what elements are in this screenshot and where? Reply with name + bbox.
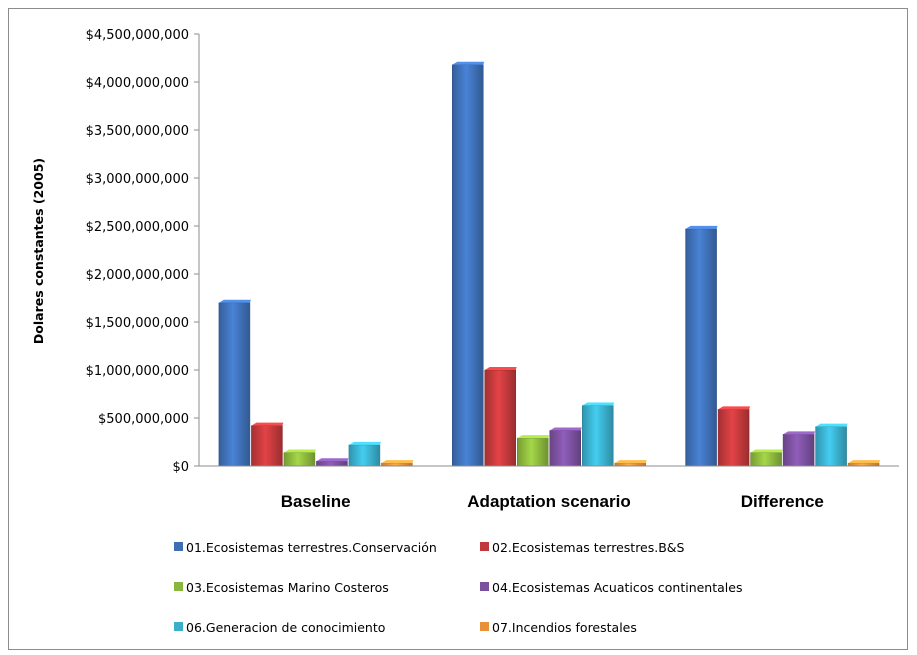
bar — [348, 441, 381, 467]
legend-item: 06.Generacion de conocimiento — [174, 620, 385, 635]
y-tick-label: $2,500,000,000 — [86, 220, 189, 235]
bar — [750, 449, 783, 467]
bar-top — [283, 449, 316, 453]
bar-face — [815, 426, 847, 467]
bar — [582, 402, 615, 467]
x-category-label: Baseline — [281, 492, 351, 511]
bar-top — [348, 441, 381, 445]
legend-swatch — [480, 622, 489, 631]
y-axis: $0 $500,000,000 $1,000,000,000 $1,500,000,0… — [86, 28, 200, 475]
chart-frame: $0 $500,000,000 $1,000,000,000 $1,500,000,0… — [8, 8, 908, 650]
bar-face — [582, 405, 614, 467]
y-tick-label: $500,000,000 — [98, 412, 189, 427]
bar — [782, 431, 816, 467]
legend-swatch — [174, 622, 183, 631]
bar — [685, 225, 718, 467]
bar — [316, 458, 349, 467]
legend-item: 03.Ecosistemas Marino Costeros — [174, 580, 389, 595]
bar-face — [484, 369, 516, 467]
bars — [218, 61, 881, 467]
bar-top — [614, 460, 647, 464]
bar — [717, 406, 751, 467]
bar-face — [685, 228, 717, 467]
bar — [815, 423, 848, 467]
legend-label: 03.Ecosistemas Marino Costeros — [186, 580, 389, 595]
legend-item: 04.Ecosistemas Acuaticos continentales — [480, 580, 742, 595]
bar-top — [218, 299, 251, 303]
bar-face — [218, 302, 251, 467]
legend-swatch — [174, 542, 183, 551]
y-tick-label: $0 — [172, 460, 189, 475]
bar-face — [452, 64, 484, 467]
bar-top — [549, 427, 582, 431]
bar — [517, 435, 550, 467]
bar — [614, 460, 647, 467]
bar — [381, 460, 414, 467]
bar — [251, 422, 284, 467]
y-tick-label: $1,500,000,000 — [86, 316, 189, 331]
legend-swatch — [480, 582, 489, 591]
bar-top — [517, 435, 550, 439]
legend-label: 04.Ecosistemas Acuaticos continentales — [492, 580, 742, 595]
y-tick-label: $1,000,000,000 — [86, 364, 189, 379]
bar-top — [718, 406, 751, 410]
bar — [452, 61, 485, 467]
bar-face — [283, 452, 316, 467]
bar-top — [452, 61, 485, 65]
bar-top — [381, 460, 414, 464]
bar-face — [549, 430, 581, 467]
legend-label: 01.Ecosistemas terrestres.Conservación — [186, 540, 437, 555]
legend-item: 07.Incendios forestales — [480, 620, 637, 635]
bar-top — [484, 367, 517, 370]
x-axis: Baseline Adaptation scenario Difference — [199, 465, 899, 511]
y-tick-label: $2,000,000,000 — [86, 268, 189, 283]
legend-label: 06.Generacion de conocimiento — [186, 620, 385, 635]
legend-label: 07.Incendios forestales — [492, 620, 637, 635]
bar-face — [316, 460, 348, 467]
bar-top — [783, 431, 816, 435]
bar-chart: $0 $500,000,000 $1,000,000,000 $1,500,000,0… — [31, 28, 899, 635]
bar-face — [348, 444, 381, 467]
bar-face — [251, 425, 283, 467]
bar-face — [782, 434, 815, 467]
bar-top — [582, 402, 615, 406]
bar — [549, 427, 582, 467]
bar — [847, 460, 881, 467]
bar — [283, 449, 316, 467]
bar-face — [717, 409, 750, 467]
y-tick-label: $4,000,000,000 — [86, 76, 189, 91]
bar-top — [848, 460, 881, 464]
y-axis-label: Dolares constantes (2005) — [31, 158, 46, 344]
legend-item: 01.Ecosistemas terrestres.Conservación — [174, 540, 437, 555]
bar — [484, 367, 517, 467]
bar-top — [316, 458, 349, 462]
legend-swatch — [174, 582, 183, 591]
legend-label: 02.Ecosistemas terrestres.B&S — [492, 540, 685, 555]
bar-top — [815, 423, 848, 427]
x-category-label: Difference — [741, 492, 824, 511]
y-tick-label: $3,000,000,000 — [86, 172, 189, 187]
bar-top — [251, 422, 284, 426]
bar-top — [750, 449, 783, 453]
x-category-label: Adaptation scenario — [467, 492, 630, 511]
bar-top — [685, 225, 718, 229]
legend: 01.Ecosistemas terrestres.Conservación 02… — [174, 540, 742, 635]
bar-face — [750, 452, 782, 467]
y-tick-label: $3,500,000,000 — [86, 124, 189, 139]
bar-face — [517, 437, 549, 467]
y-tick-label: $4,500,000,000 — [86, 28, 189, 43]
legend-swatch — [480, 542, 489, 551]
bar — [218, 299, 251, 467]
legend-item: 02.Ecosistemas terrestres.B&S — [480, 540, 685, 555]
